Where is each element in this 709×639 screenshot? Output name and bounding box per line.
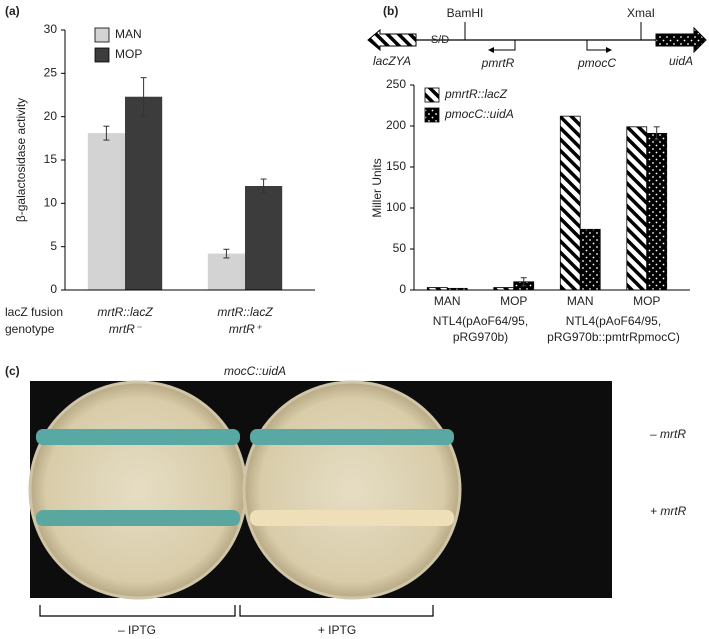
photo-title: mocC::uidA [224,364,286,378]
x-tick-label: mrtR⁺ [229,322,263,336]
error-bar [653,126,660,141]
x-tick-label: MOP [500,294,527,308]
panel-label: (a) [5,4,20,18]
bar [207,253,245,290]
y-tick-label: 0 [399,282,406,296]
x-tick-label: MOP [633,294,660,308]
legend-swatch [424,87,440,103]
y-tick-label: 250 [386,77,406,91]
row-label: lacZ fusion [5,305,63,319]
y-tick-label: 20 [44,109,58,123]
error-bar [103,125,110,141]
bar [646,132,668,291]
group-label: pRG970b) [453,330,508,344]
y-tick-label: 100 [386,200,406,214]
gene-diagram [367,22,707,54]
row-label: genotype [5,322,55,336]
x-tick-label: mrtR::lacZ [97,305,153,319]
y-tick-label: 150 [386,159,406,173]
y-tick-label: 30 [44,22,58,36]
y-tick-label: 200 [386,118,406,132]
bar [559,115,581,291]
panel-label: (b) [383,4,398,18]
error-bar [223,248,230,259]
legend-swatch [94,27,110,43]
y-tick-label: 50 [393,241,407,255]
y-tick-label: 10 [44,196,58,210]
y-axis-label: β-galactosidase activity [14,98,28,222]
bar [626,126,648,291]
y-tick-label: 5 [50,239,57,253]
error-bar [260,178,267,194]
bar [87,133,125,290]
group-label: NTL4(pAoF64/95, [433,314,528,328]
panel-label: (c) [5,364,20,378]
group-label: pRG970b::pmtrRpmocC) [547,330,680,344]
diagram-label: uidA [669,54,693,68]
y-axis-label: Miller Units [370,158,384,217]
diagram-label: pmocC [577,56,616,70]
legend-label: MAN [115,27,142,41]
y-tick-label: 15 [44,152,58,166]
bracket [39,605,434,617]
bar [125,96,163,290]
legend-label: pmrtR::lacZ [444,87,508,101]
diagram-label: S/D [431,34,449,46]
group-label: NTL4(pAoF64/95, [566,314,661,328]
legend-swatch [94,47,110,63]
legend-label: pmocC::uidA [444,107,514,121]
plate-photo [28,380,612,600]
bar [245,186,283,290]
diagram-label: pmrtR [481,56,515,70]
y-tick-label: 0 [50,282,57,296]
diagram-label: XmaI [627,6,655,20]
row-label: + mrtR [650,504,687,518]
legend-swatch [424,107,440,123]
bar [579,228,601,291]
y-tick-label: 25 [44,66,58,80]
diagram-label: lacZYA [373,54,411,68]
column-label: + IPTG [318,623,356,637]
diagram-label: BamHI [447,6,484,20]
row-label: – mrtR [649,427,686,441]
x-tick-label: mrtR::lacZ [217,305,273,319]
error-bar [140,77,147,117]
x-tick-label: MAN [567,294,594,308]
column-label: – IPTG [118,623,156,637]
error-bar [520,277,527,287]
x-tick-label: mrtR⁻ [109,322,143,336]
legend-label: MOP [115,47,142,61]
x-tick-label: MAN [434,294,461,308]
